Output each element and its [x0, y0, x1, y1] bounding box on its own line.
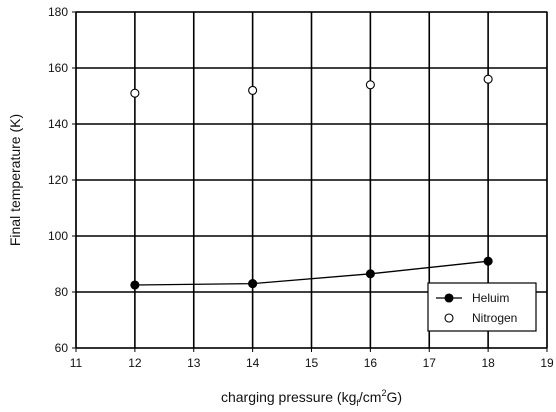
- series-line: [134, 260, 489, 286]
- y-tick-label: 140: [48, 117, 68, 131]
- series: [130, 74, 493, 290]
- data-point: [483, 256, 493, 266]
- legend: Heluim Nitrogen: [427, 282, 537, 332]
- x-tick-label: 14: [246, 356, 260, 370]
- legend-box: [427, 282, 537, 332]
- y-axis-title: Final temperature (K): [7, 114, 23, 246]
- grid: [75, 11, 548, 349]
- x-axis-title-part: charging pressure (kg: [221, 389, 356, 405]
- legend-marker: [444, 293, 454, 303]
- y-tick-label: 100: [48, 229, 68, 243]
- y-tick-label: 80: [55, 285, 69, 299]
- y-tick-label: 180: [48, 5, 68, 19]
- legend-label: Heluim: [472, 291, 509, 305]
- data-point: [248, 85, 258, 95]
- y-tick-label: 120: [48, 173, 68, 187]
- y-tick-label: 160: [48, 61, 68, 75]
- x-tick-label: 18: [481, 356, 495, 370]
- x-tick-label: 17: [423, 356, 437, 370]
- x-tick-label: 19: [540, 356, 554, 370]
- x-tick-label: 13: [187, 356, 201, 370]
- legend-label: Nitrogen: [472, 311, 517, 325]
- legend-marker: [444, 313, 454, 323]
- data-point: [483, 74, 493, 84]
- x-tick-label: 12: [128, 356, 142, 370]
- x-tick-label: 16: [364, 356, 378, 370]
- series-heluim: [130, 256, 493, 290]
- data-point: [248, 279, 258, 289]
- x-tick-label: 15: [305, 356, 319, 370]
- data-point: [365, 80, 375, 90]
- x-axis-title-part: G): [386, 389, 402, 405]
- data-point: [365, 269, 375, 279]
- series-nitrogen: [130, 74, 493, 98]
- x-axis-title: charging pressure (kgf/cm2G): [221, 388, 402, 408]
- legend-item: Heluim: [436, 291, 509, 305]
- x-axis-title-superscript: 2: [381, 388, 386, 398]
- x-tick-label: 11: [70, 356, 83, 370]
- x-axis-title-subscript: f: [356, 398, 359, 408]
- legend-item: Nitrogen: [444, 311, 517, 325]
- x-axis-ticks: 11 12 13 14 15 16 17 18 19: [70, 348, 554, 370]
- y-axis-ticks: 60 80 100 120 140 160 180: [48, 5, 76, 355]
- data-point: [130, 280, 140, 290]
- y-tick-label: 60: [55, 341, 69, 355]
- x-axis-title-part: /cm: [359, 389, 382, 405]
- data-point: [130, 88, 140, 98]
